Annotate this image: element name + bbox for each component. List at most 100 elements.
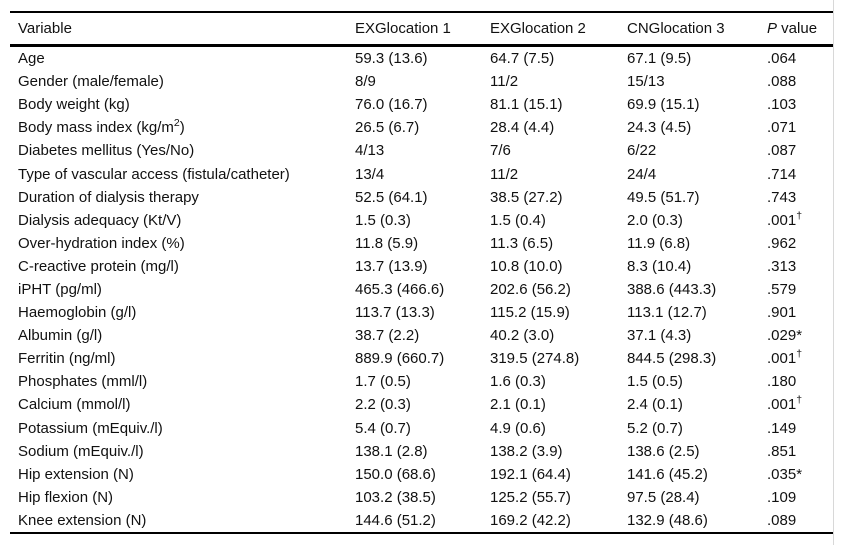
cell-group-1: 144.6 (51.2): [355, 511, 436, 529]
cell-variable: Hip flexion (N): [18, 488, 114, 506]
cell-variable: iPHT (pg/ml): [18, 280, 102, 298]
table-row: Age 59.3 (13.6) 64.7 (7.5) 67.1 (9.5) .064: [10, 46, 834, 71]
table-row: Diabetes mellitus (Yes/No) 4/13 7/6 6/22 .08…: [10, 139, 834, 162]
cell-group-3: 24/4: [627, 165, 657, 183]
table-row: Phosphates (mml/l) 1.7 (0.5) 1.6 (0.3) 1.5 …: [10, 370, 834, 393]
cell-p-value: .089: [767, 511, 797, 529]
cell-group-1: 11.8 (5.9): [355, 234, 419, 252]
page-edge-divider: [833, 0, 834, 545]
cell-group-1: 465.3 (466.6): [355, 280, 445, 298]
cell-group-2: 11.3 (6.5): [490, 234, 554, 252]
table-row: Calcium (mmol/l) 2.2 (0.3) 2.1 (0.1) 2.4 (0…: [10, 393, 834, 416]
table-row: Type of vascular access (fistula/cathete…: [10, 162, 834, 185]
cell-p-value: .064: [767, 50, 797, 68]
cell-group-1: 103.2 (38.5): [355, 488, 436, 506]
cell-p-value: .001†: [767, 394, 803, 414]
table-row: Knee extension (N) 144.6 (51.2) 169.2 (42.…: [10, 509, 834, 533]
cell-variable: Phosphates (mml/l): [18, 373, 148, 391]
cell-p-value: .313: [767, 257, 797, 275]
table-row: Body mass index (kg/m2) 26.5 (6.7) 28.4 (4…: [10, 116, 834, 139]
cell-group-1: 138.1 (2.8): [355, 442, 428, 460]
cell-group-1: 76.0 (16.7): [355, 96, 428, 114]
cell-group-1: 26.5 (6.7): [355, 119, 420, 137]
cell-variable: Ferritin (ng/ml): [18, 350, 116, 368]
table-row: C-reactive protein (mg/l) 13.7 (13.9) 10.8…: [10, 255, 834, 278]
cell-group-3: 388.6 (443.3): [627, 280, 717, 298]
cell-group-3: 37.1 (4.3): [627, 327, 692, 345]
cell-group-2: 202.6 (56.2): [490, 280, 571, 298]
cell-group-1: 8/9: [355, 73, 376, 91]
cell-variable: Calcium (mmol/l): [18, 396, 131, 414]
cell-group-3: 49.5 (51.7): [627, 188, 700, 206]
cell-p-value: .109: [767, 488, 797, 506]
cell-p-value: .714: [767, 165, 797, 183]
cell-variable: Knee extension (N): [18, 511, 147, 529]
cell-group-3: 11.9 (6.8): [627, 234, 691, 252]
cell-group-1: 52.5 (64.1): [355, 188, 428, 206]
cell-group-1: 1.7 (0.5): [355, 373, 411, 391]
header-row: Variable EXGlocation 1 EXGlocation 2 CNGloc…: [10, 12, 834, 47]
table-row: iPHT (pg/ml) 465.3 (466.6) 202.6 (56.2) 388…: [10, 278, 834, 301]
table-row: Ferritin (ng/ml) 889.9 (660.7) 319.5 (274.…: [10, 347, 834, 370]
cell-p-value: .035*: [767, 465, 803, 483]
cell-p-value: .851: [767, 442, 797, 460]
cell-p-value: .029*: [767, 327, 803, 345]
cell-group-2: 10.8 (10.0): [490, 257, 563, 275]
cell-group-1: 113.7 (13.3): [355, 304, 435, 322]
cell-variable: Hip extension (N): [18, 465, 134, 483]
cell-group-1: 4/13: [355, 142, 385, 160]
cell-variable: Diabetes mellitus (Yes/No): [18, 142, 195, 160]
cell-group-3: 1.5 (0.5): [627, 373, 683, 391]
cell-group-3: 6/22: [627, 142, 657, 160]
table-row: Hip extension (N) 150.0 (68.6) 192.1 (64.4…: [10, 463, 834, 486]
cell-variable: Type of vascular access (fistula/cathete…: [18, 165, 290, 183]
cell-p-value: .180: [767, 373, 797, 391]
cell-group-3: 113.1 (12.7): [627, 304, 707, 322]
column-header-variable: Variable: [10, 12, 355, 47]
cell-variable: Sodium (mEquiv./l): [18, 442, 144, 460]
cell-variable: Body weight (kg): [18, 96, 130, 114]
cell-group-1: 5.4 (0.7): [355, 419, 411, 437]
cell-p-value: .088: [767, 73, 797, 91]
cell-group-2: 4.9 (0.6): [490, 419, 546, 437]
column-header-cnglocation-3: CNGlocation 3: [627, 12, 767, 47]
cell-group-3: 69.9 (15.1): [627, 96, 700, 114]
cell-group-2: 319.5 (274.8): [490, 350, 580, 368]
cell-group-3: 844.5 (298.3): [627, 350, 717, 368]
cell-variable: Over-hydration index (%): [18, 234, 185, 252]
column-header-exglocation-1: EXGlocation 1: [355, 12, 490, 47]
cell-group-2: 1.6 (0.3): [490, 373, 546, 391]
cell-group-2: 115.2 (15.9): [490, 304, 570, 322]
cell-group-1: 59.3 (13.6): [355, 50, 428, 68]
cell-group-2: 64.7 (7.5): [490, 50, 555, 68]
cell-group-2: 2.1 (0.1): [490, 396, 546, 414]
cell-group-2: 28.4 (4.4): [490, 119, 555, 137]
cell-variable: Albumin (g/l): [18, 327, 103, 345]
cell-variable: Duration of dialysis therapy: [18, 188, 199, 206]
cell-group-1: 38.7 (2.2): [355, 327, 420, 345]
table-row: Potassium (mEquiv./l) 5.4 (0.7) 4.9 (0.6) 5…: [10, 417, 834, 440]
cell-group-2: 1.5 (0.4): [490, 211, 546, 229]
cell-group-2: 11/2: [490, 73, 519, 91]
table-row: Haemoglobin (g/l) 113.7 (13.3) 115.2 (15.9…: [10, 301, 834, 324]
cell-p-value: .071: [767, 119, 797, 137]
cell-group-2: 125.2 (55.7): [490, 488, 571, 506]
cell-p-value: .962: [767, 234, 797, 252]
cell-variable: Gender (male/female): [18, 73, 164, 91]
cell-group-2: 38.5 (27.2): [490, 188, 563, 206]
table-row: Hip flexion (N) 103.2 (38.5) 125.2 (55.7) 9…: [10, 486, 834, 509]
table-body: Age 59.3 (13.6) 64.7 (7.5) 67.1 (9.5) .064 Ge…: [10, 46, 834, 533]
cell-group-1: 889.9 (660.7): [355, 350, 445, 368]
table-row: Over-hydration index (%) 11.8 (5.9) 11.3 (…: [10, 232, 834, 255]
cell-p-value: .103: [767, 96, 797, 114]
table-row: Gender (male/female) 8/9 11/2 15/13 .088: [10, 70, 834, 93]
cell-group-3: 24.3 (4.5): [627, 119, 692, 137]
cell-group-3: 141.6 (45.2): [627, 465, 708, 483]
table-row: Albumin (g/l) 38.7 (2.2) 40.2 (3.0) 37.1 (4…: [10, 324, 834, 347]
cell-group-1: 13.7 (13.9): [355, 257, 428, 275]
table-row: Dialysis adequacy (Kt/V) 1.5 (0.3) 1.5 (0.…: [10, 209, 834, 232]
cell-group-2: 192.1 (64.4): [490, 465, 571, 483]
cell-group-2: 40.2 (3.0): [490, 327, 555, 345]
cell-group-2: 11/2: [490, 165, 519, 183]
